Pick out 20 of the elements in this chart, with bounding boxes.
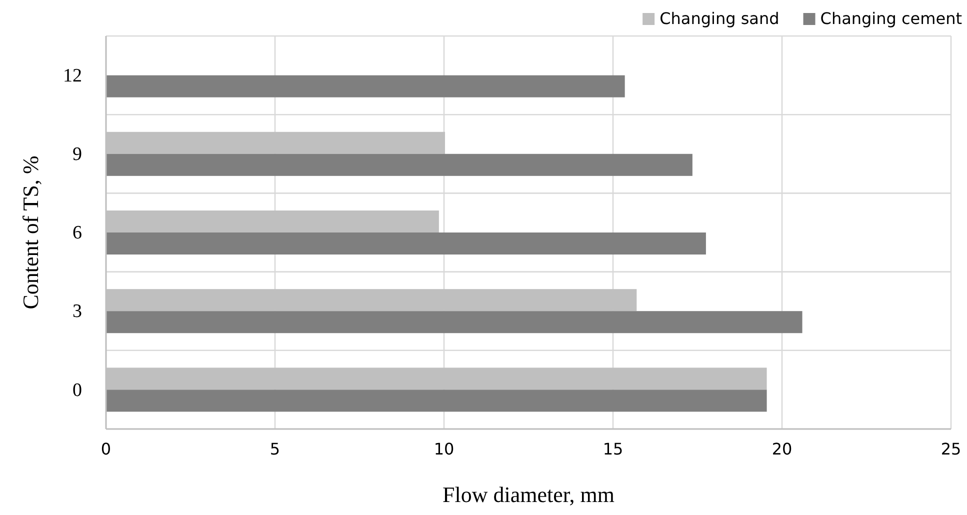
- y-tick-label: 0: [72, 380, 82, 401]
- y-tick-label: 12: [63, 65, 82, 86]
- x-tick-label: 5: [270, 439, 280, 458]
- y-tick-label: 9: [72, 144, 82, 165]
- x-tick-label: 20: [772, 439, 792, 458]
- bar: [106, 232, 706, 255]
- bar: [106, 311, 802, 334]
- y-axis-title: Content of TS, %: [18, 156, 43, 310]
- x-axis-title: Flow diameter, mm: [442, 482, 615, 507]
- x-tick-label: 25: [940, 439, 962, 458]
- y-tick-label: 3: [72, 301, 82, 322]
- bar: [106, 154, 692, 176]
- x-tick-label: 10: [434, 439, 454, 458]
- legend-label: Changing cement: [820, 9, 962, 28]
- x-tick-label: 0: [100, 439, 112, 458]
- bar: [106, 390, 767, 412]
- x-tick-label: 15: [602, 439, 624, 458]
- y-tick-label: 6: [72, 222, 82, 244]
- bar: [106, 75, 625, 98]
- legend-label: Changing sand: [660, 9, 780, 28]
